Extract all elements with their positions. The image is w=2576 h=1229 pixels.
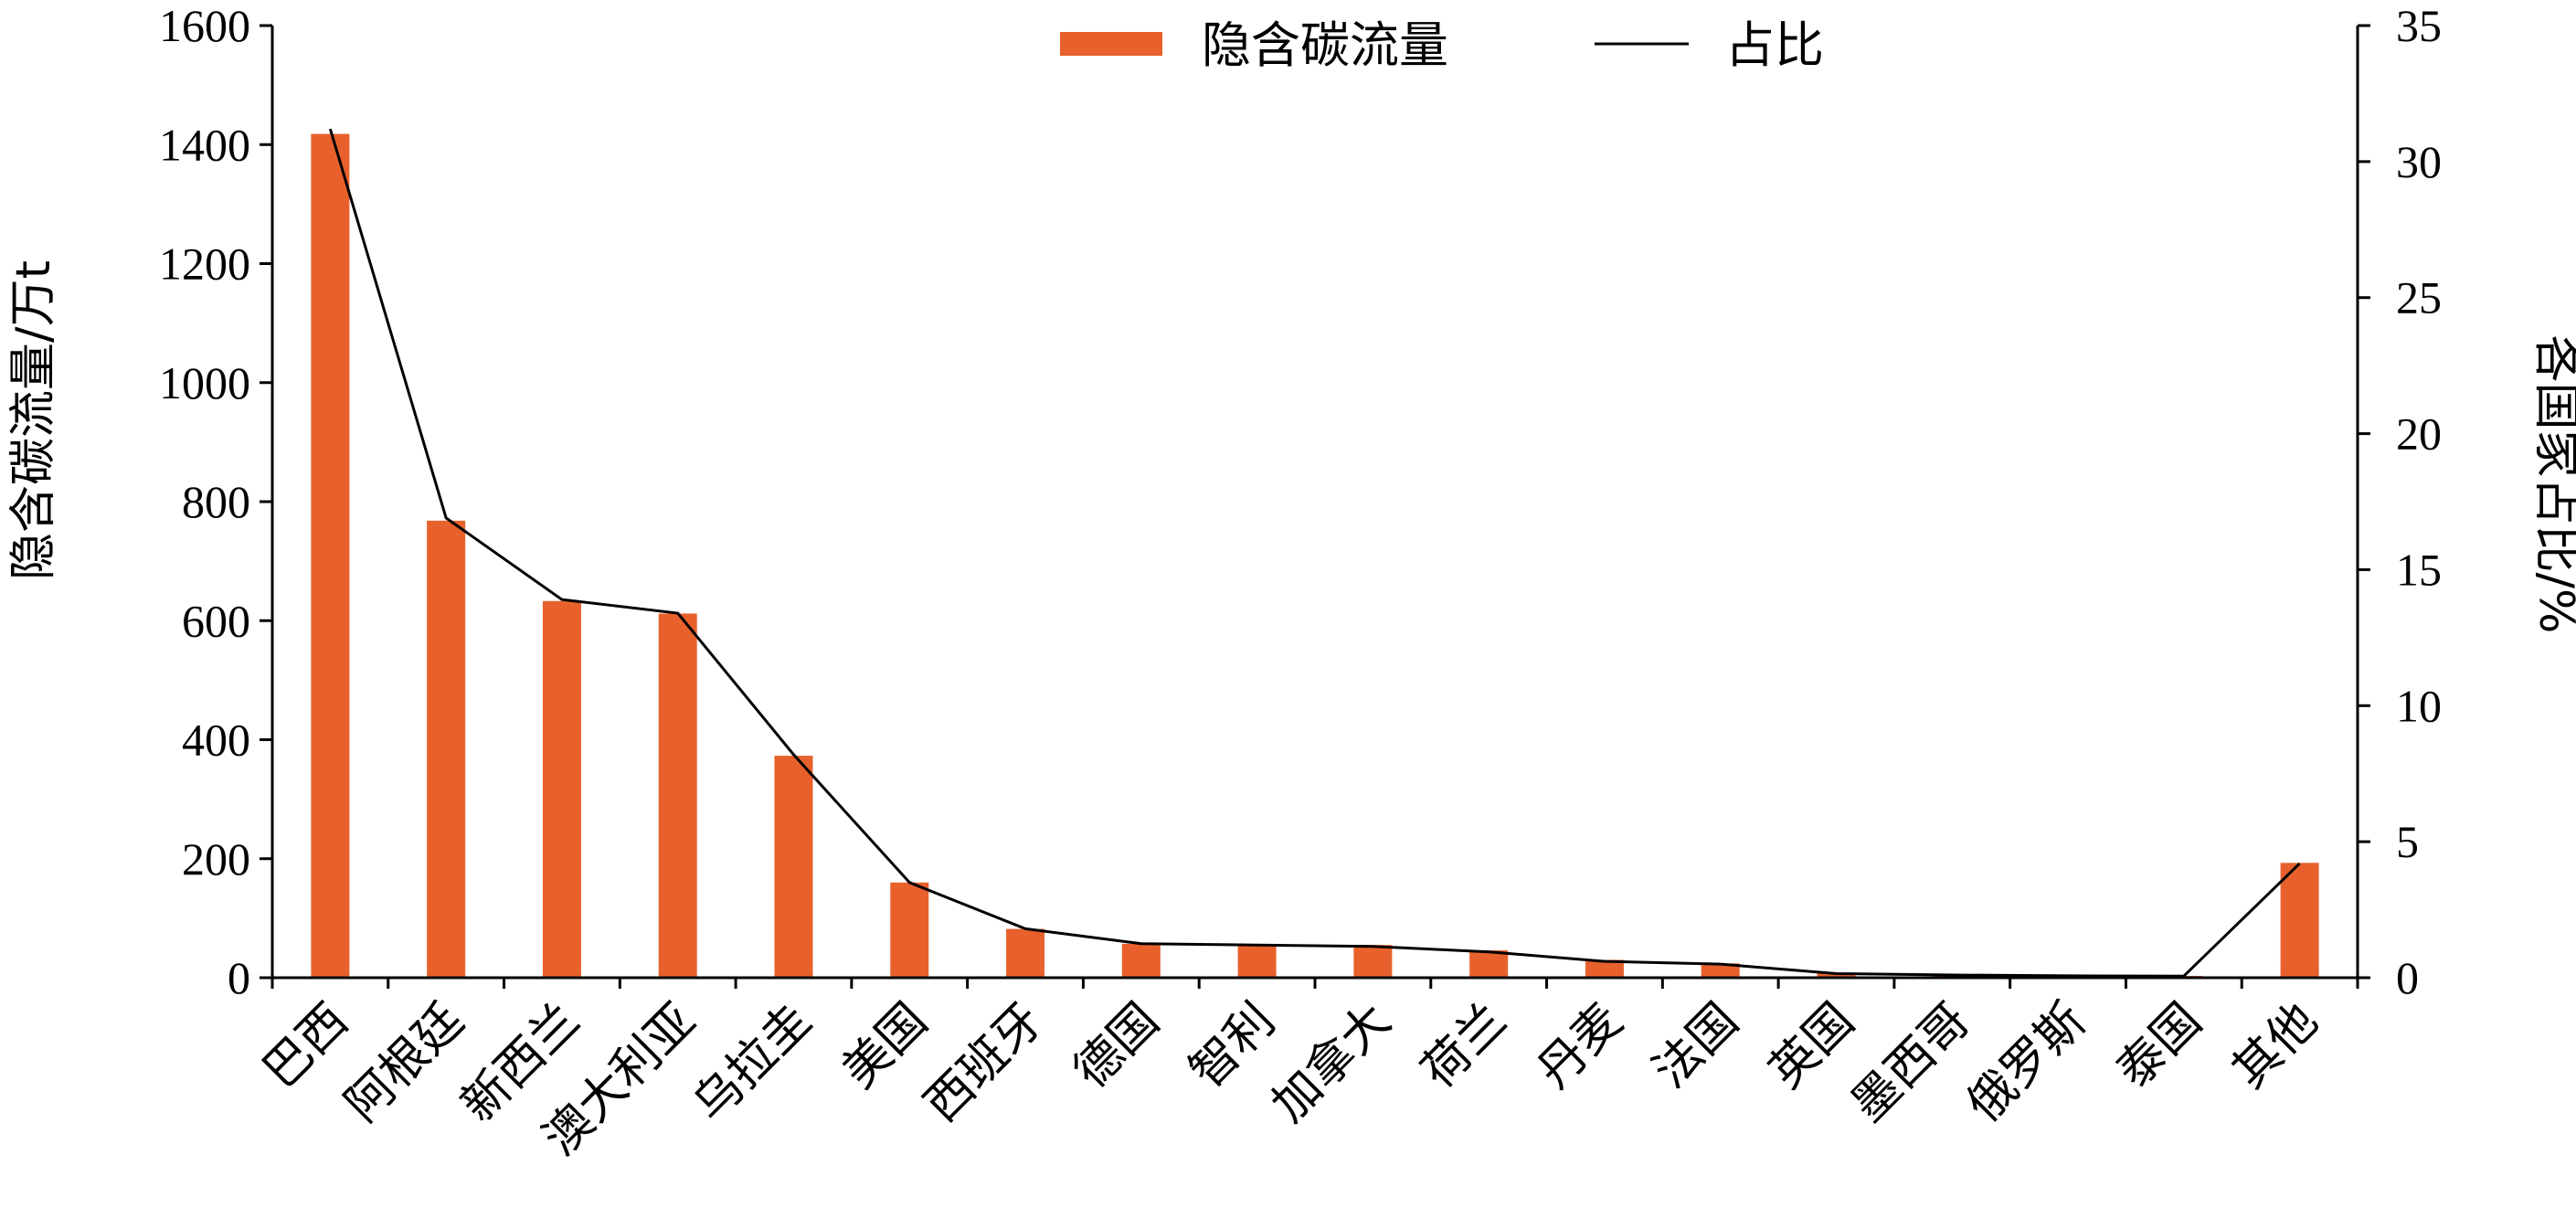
bar-12 bbox=[1701, 963, 1740, 978]
x-tick-label: 加拿大 bbox=[1262, 993, 1402, 1133]
x-tick-label: 西班牙 bbox=[915, 993, 1055, 1133]
bar-13 bbox=[1817, 972, 1856, 978]
bar-9 bbox=[1353, 945, 1393, 978]
y2-tick-label: 10 bbox=[2396, 680, 2442, 731]
bar-0 bbox=[311, 133, 350, 979]
y-tick-label: 1600 bbox=[159, 0, 250, 51]
line-series-share bbox=[328, 128, 2301, 978]
x-tick-label: 乌拉圭 bbox=[683, 993, 822, 1133]
x-tick-label: 巴西 bbox=[253, 993, 359, 1099]
y-axis-title: 隐含碳流量/万t bbox=[6, 260, 61, 580]
x-tick-label: 墨西哥 bbox=[1841, 993, 1981, 1133]
y2-tick-label: 25 bbox=[2396, 272, 2442, 323]
x-tick-label: 泰国 bbox=[2106, 993, 2212, 1099]
axes-group bbox=[260, 24, 2370, 989]
x-tick-label: 阿根廷 bbox=[335, 993, 475, 1133]
bar-11 bbox=[1585, 959, 1624, 978]
y-tick-label: 1000 bbox=[159, 357, 250, 408]
x-tick-label: 丹麦 bbox=[1527, 993, 1633, 1099]
legend-label-line: 占比 bbox=[1725, 16, 1824, 74]
y2-tick-label: 15 bbox=[2396, 544, 2442, 595]
y2-axis-title: 各国家占比/% bbox=[2528, 335, 2576, 634]
x-tick-label: 英国 bbox=[1759, 993, 1865, 1099]
x-tick-label: 智利 bbox=[1180, 993, 1286, 1099]
legend-swatch-bar bbox=[1060, 32, 1162, 56]
bar-10 bbox=[1469, 950, 1509, 978]
x-tick-label: 德国 bbox=[1064, 993, 1170, 1099]
x-tick-label: 其他 bbox=[2222, 993, 2328, 1099]
bar-5 bbox=[890, 882, 929, 978]
bars-group bbox=[311, 133, 2319, 979]
x-tick-label: 法国 bbox=[1643, 993, 1749, 1099]
x-tick-label: 美国 bbox=[832, 993, 938, 1099]
y2-tick-label: 20 bbox=[2396, 408, 2442, 460]
y-tick-label: 1200 bbox=[159, 238, 250, 290]
y-tick-label: 200 bbox=[182, 833, 250, 885]
y-tick-label: 1400 bbox=[159, 119, 250, 170]
y-tick-label: 800 bbox=[182, 476, 250, 527]
y-tick-label: 0 bbox=[228, 952, 250, 1003]
y2-tick-label: 5 bbox=[2396, 816, 2419, 867]
y2-tick-label: 35 bbox=[2396, 0, 2442, 51]
bar-2 bbox=[542, 600, 581, 978]
y2-tick-label: 0 bbox=[2396, 952, 2419, 1003]
y2-tick-label: 30 bbox=[2396, 136, 2442, 187]
bar-6 bbox=[1006, 928, 1045, 978]
bar-4 bbox=[774, 756, 813, 978]
y-tick-label: 400 bbox=[182, 715, 250, 766]
bar-7 bbox=[1121, 943, 1161, 978]
bar-8 bbox=[1237, 944, 1277, 978]
x-tick-label: 荷兰 bbox=[1411, 993, 1517, 1099]
labels-group: 0 200 400 600 800 1000 1200 1400 1600 0 5 10 15 20 25 3… bbox=[159, 0, 2442, 1166]
y-tick-label: 600 bbox=[182, 595, 250, 646]
bar-3 bbox=[658, 613, 697, 978]
line-group bbox=[328, 128, 2301, 978]
legend-label-bar: 隐含碳流量 bbox=[1202, 16, 1448, 74]
x-tick-label: 俄罗斯 bbox=[1957, 993, 2097, 1133]
bar-1 bbox=[427, 520, 466, 978]
bar-17 bbox=[2280, 863, 2319, 978]
legend: 隐含碳流量 占比 bbox=[1060, 16, 1824, 74]
